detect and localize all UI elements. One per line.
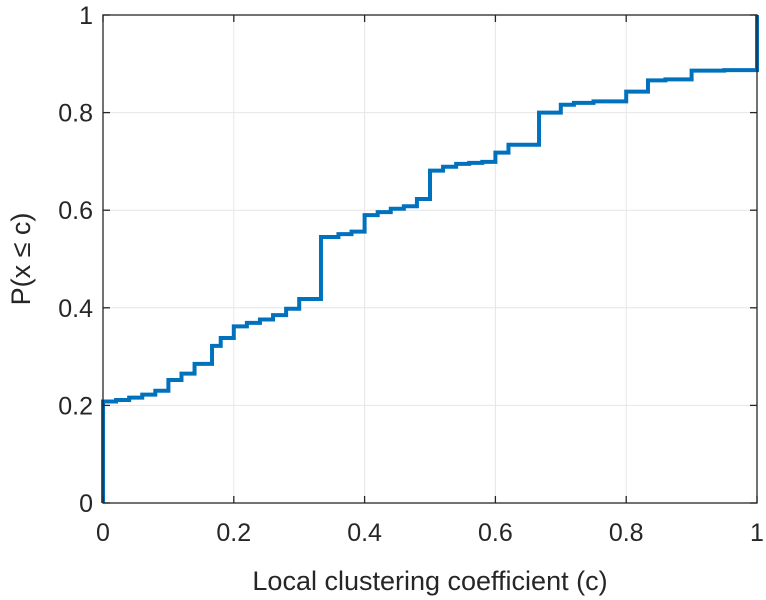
- x-tick-label: 0: [96, 519, 110, 547]
- ticks: 0 0.2 0.4 0.6 0.8 1 0 0.2 0.4 0.6 0.8 1: [58, 2, 764, 547]
- x-tick-label: 0.8: [609, 519, 644, 547]
- y-tick-label: 0.8: [58, 100, 93, 128]
- y-tick-label: 1: [79, 2, 93, 30]
- x-tick-label: 1: [750, 519, 764, 547]
- cdf-series-line: [101, 15, 759, 503]
- x-axis-label: Local clustering coefficient (c): [252, 566, 607, 596]
- y-tick-label: 0.2: [58, 392, 93, 420]
- y-tick-label: 0.6: [58, 197, 93, 225]
- y-tick-label: 0: [79, 490, 93, 518]
- plot-area: [101, 15, 759, 503]
- x-tick-label: 0.4: [347, 519, 382, 547]
- y-axis-label: P(x ≤ c): [6, 213, 36, 306]
- x-tick-label: 0.6: [478, 519, 513, 547]
- grid: [103, 15, 757, 503]
- y-tick-label: 0.4: [58, 295, 93, 323]
- axes-frame: [102, 14, 758, 504]
- x-tick-label: 0.2: [216, 519, 251, 547]
